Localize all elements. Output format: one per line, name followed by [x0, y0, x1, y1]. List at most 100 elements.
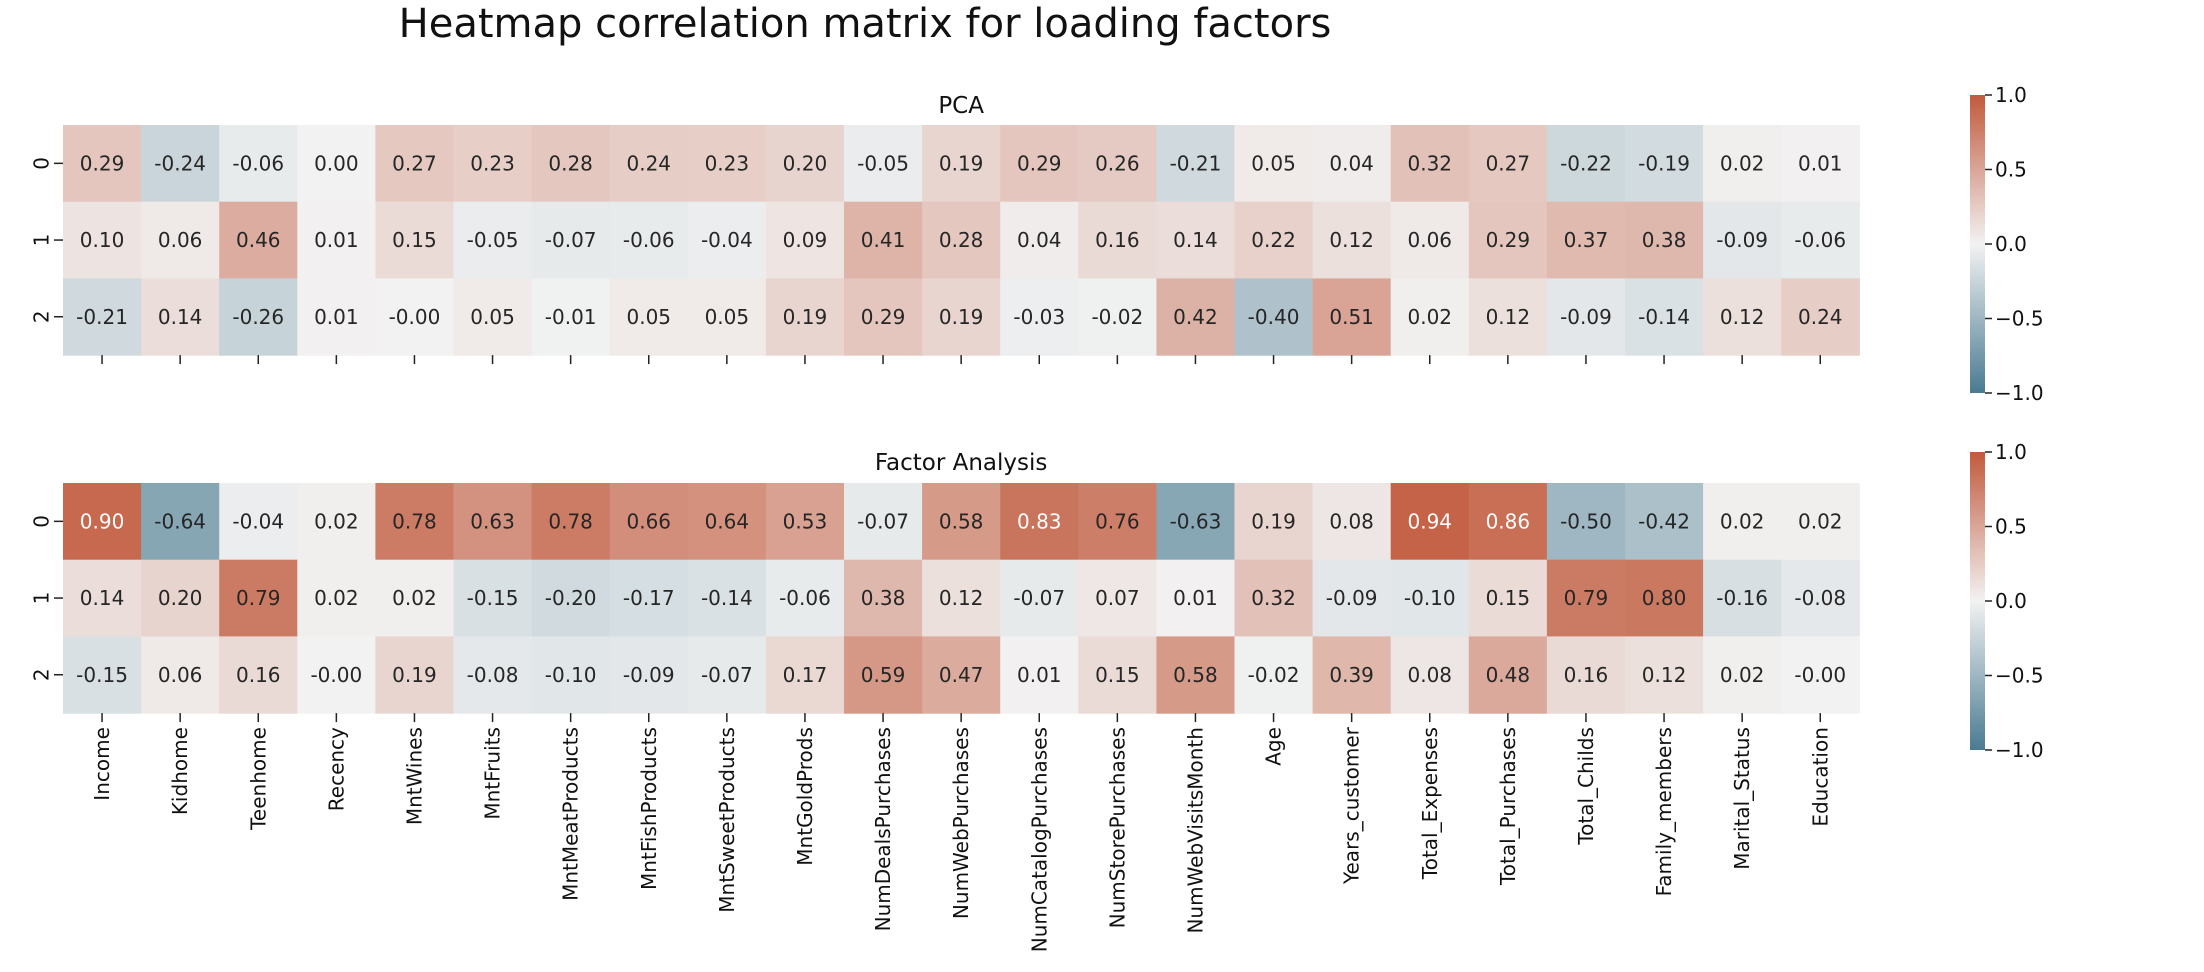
heatmap-cell — [63, 201, 142, 279]
heatmap-cell — [765, 125, 845, 203]
heatmap-cell — [1234, 278, 1314, 356]
cell-value-label: -0.09 — [1560, 305, 1612, 329]
heatmap-cell — [1234, 483, 1314, 561]
cell-value-label: 0.05 — [705, 305, 750, 329]
heatmap-cell — [531, 125, 611, 203]
heatmap-cell — [141, 559, 220, 637]
y-tick-label: 0 — [30, 515, 54, 528]
cell-value-label: 0.39 — [1329, 663, 1374, 687]
heatmap-cell — [531, 201, 611, 279]
heatmap-cell — [844, 483, 923, 561]
heatmap-cell — [687, 201, 767, 279]
colorbar-tick-label: −1.0 — [1995, 381, 2044, 405]
heatmap-cell — [219, 201, 298, 279]
y-tick-label: 1 — [30, 592, 54, 605]
heatmap-cell — [844, 636, 923, 714]
cell-value-label: -0.06 — [779, 586, 831, 610]
cell-value-label: 0.02 — [1720, 509, 1765, 533]
heatmap-cell — [1312, 278, 1392, 356]
x-tick-label-mntmeatproducts: MntMeatProducts — [559, 727, 583, 901]
cell-value-label: 0.01 — [314, 305, 359, 329]
heatmap-cell — [687, 559, 767, 637]
cell-value-label: 0.32 — [1407, 151, 1452, 175]
cell-value-label: 0.90 — [80, 509, 125, 533]
colorbar-tick-label: −0.5 — [1995, 307, 2044, 331]
cell-value-label: 0.26 — [1095, 151, 1140, 175]
heatmap-cell — [1390, 636, 1470, 714]
heatmap-cell — [1078, 636, 1157, 714]
cell-value-label: -0.26 — [232, 305, 284, 329]
heatmap-cell — [1546, 201, 1626, 279]
heatmap-cell — [1312, 636, 1392, 714]
x-tick-label-kidhome: Kidhome — [168, 727, 192, 815]
heatmap-cell — [1312, 125, 1392, 203]
cell-value-label: -0.19 — [1638, 151, 1690, 175]
heatmap-cell — [765, 483, 845, 561]
cell-value-label: 0.78 — [548, 509, 593, 533]
heatmap-cell — [141, 201, 220, 279]
cell-value-label: 0.01 — [1173, 586, 1218, 610]
cell-value-label: 0.58 — [939, 509, 984, 533]
heatmap-cell — [1234, 125, 1314, 203]
heatmap-cell — [1234, 201, 1314, 279]
heatmap-cell — [1546, 125, 1626, 203]
cell-value-label: 0.94 — [1407, 509, 1452, 533]
y-tick-label: 0 — [30, 157, 54, 170]
heatmap-cell — [1078, 483, 1157, 561]
cell-value-label: -0.09 — [1716, 228, 1768, 252]
heatmap-cell — [1078, 201, 1157, 279]
heatmap-cell — [453, 559, 533, 637]
heatmap-cell — [375, 559, 455, 637]
cell-value-label: 0.38 — [1642, 228, 1687, 252]
heatmap-cell — [1156, 636, 1236, 714]
heatmap-cell — [1546, 483, 1626, 561]
heatmap-cell — [297, 559, 376, 637]
cell-value-label: -0.10 — [1404, 586, 1456, 610]
x-tick-label-total-purchases: Total_Purchases — [1496, 727, 1520, 886]
heatmap-cell — [1000, 636, 1079, 714]
heatmap-cell — [297, 278, 376, 356]
cell-value-label: -0.04 — [232, 509, 284, 533]
cell-value-label: 0.53 — [783, 509, 828, 533]
heatmap-cell — [609, 483, 689, 561]
heatmap-cell — [63, 278, 142, 356]
heatmap-cell — [375, 201, 455, 279]
cell-value-label: 0.76 — [1095, 509, 1140, 533]
x-tick-label-income: Income — [90, 727, 114, 801]
heatmap-cell — [453, 201, 533, 279]
cell-value-label: 0.58 — [1173, 663, 1218, 687]
heatmap-cell — [922, 125, 1001, 203]
heatmap-cell — [844, 278, 923, 356]
heatmap-cell — [1390, 125, 1470, 203]
cell-value-label: 0.06 — [158, 228, 203, 252]
cell-value-label: 0.48 — [1486, 663, 1531, 687]
cell-value-label: 0.02 — [1407, 305, 1452, 329]
x-tick-label-teenhome: Teenhome — [246, 727, 270, 831]
heatmap-cell — [1546, 278, 1626, 356]
x-tick-label-numcatalogpurchases: NumCatalogPurchases — [1027, 727, 1051, 952]
heatmap-cell — [1390, 201, 1470, 279]
cell-value-label: -0.08 — [1794, 586, 1846, 610]
heatmap-cell — [765, 201, 845, 279]
heatmap-cell — [141, 483, 220, 561]
cell-value-label: 0.83 — [1017, 509, 1062, 533]
cell-value-label: -0.07 — [545, 228, 597, 252]
colorbar: 1.0 0.5 0.0 −0.5 −1.0 — [1970, 83, 2044, 405]
cell-value-label: 0.64 — [705, 509, 750, 533]
heatmap-cell — [1078, 278, 1157, 356]
cell-value-label: 0.14 — [1173, 228, 1218, 252]
cell-value-label: -0.03 — [1013, 305, 1065, 329]
heatmap-cell — [63, 636, 142, 714]
heatmap-cell — [1625, 125, 1704, 203]
heatmap-cell — [922, 201, 1001, 279]
cell-value-label: 0.23 — [470, 151, 515, 175]
heatmap-cell — [922, 483, 1001, 561]
heatmap-cell — [1703, 483, 1782, 561]
heatmap-cell — [219, 483, 298, 561]
heatmap-cell — [531, 483, 611, 561]
heatmap-cell — [63, 559, 142, 637]
heatmap-cell — [1000, 483, 1079, 561]
colorbar-tick-label: 0.5 — [1995, 515, 2027, 539]
colorbar: 1.0 0.5 0.0 −0.5 −1.0 — [1970, 440, 2044, 762]
